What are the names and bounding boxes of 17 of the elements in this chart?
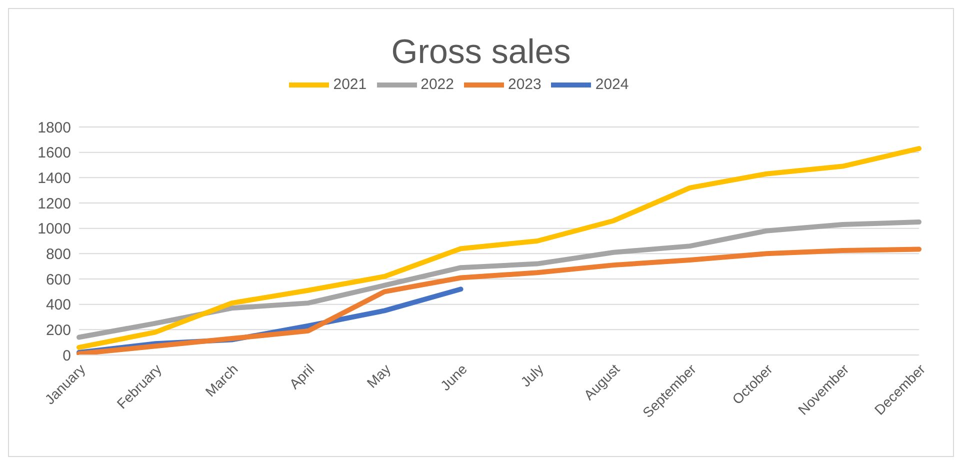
y-tick-label: 1000 — [38, 220, 71, 238]
y-tick-label: 1400 — [38, 170, 71, 187]
chart-title: Gross sales — [390, 33, 572, 73]
y-tick-label: 1800 — [38, 119, 71, 136]
y-tick-label: 0 — [62, 347, 71, 364]
legend-label: 2023 — [508, 76, 542, 93]
y-tick-label: 1600 — [38, 144, 71, 162]
x-tick-label: July — [517, 360, 546, 390]
x-tick-label: May — [364, 360, 394, 391]
legend-label: 2024 — [595, 76, 629, 93]
y-tick-label: 800 — [46, 246, 71, 263]
legend-label: 2021 — [333, 76, 367, 93]
y-tick-label: 200 — [46, 322, 71, 339]
y-tick-label: 1200 — [38, 195, 71, 212]
y-tick-label: 400 — [46, 296, 71, 314]
y-tick-label: 600 — [46, 271, 71, 288]
legend-label: 2022 — [420, 76, 454, 93]
